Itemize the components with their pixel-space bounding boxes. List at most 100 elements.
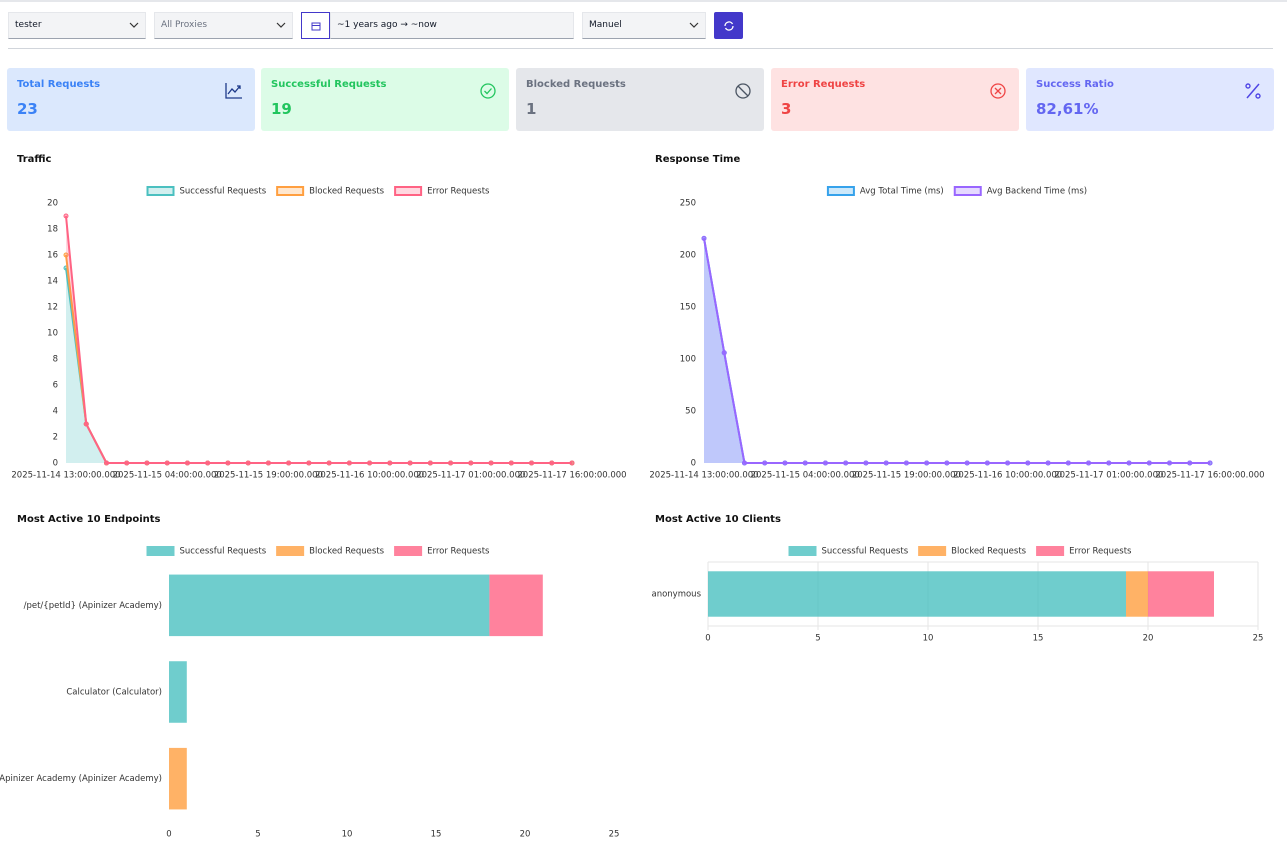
legend-label: Error Requests (1069, 547, 1132, 557)
point (225, 460, 231, 466)
chevron (276, 22, 286, 28)
y-tick-label: 200 (680, 251, 696, 261)
user-select[interactable]: tester (8, 12, 146, 39)
area (66, 268, 572, 463)
chart-title: Response Time (655, 154, 740, 165)
y-tick-label: 0 (691, 459, 696, 469)
legend-swatch (146, 186, 175, 196)
x-tick-label: 25 (609, 830, 620, 840)
y-tick-label: Apinizer Academy (Apinizer Academy) (0, 774, 162, 784)
line (65, 215, 572, 464)
x-tick-label: 2025-11-15 19:00:00.000 (852, 471, 961, 481)
y-tick-label: 16 (47, 251, 58, 261)
stat-card: Successful Requests 19 (261, 68, 509, 131)
x-tick-label: 15 (431, 830, 442, 840)
x-tick-label: 2025-11-16 10:00:00.000 (953, 471, 1062, 481)
y-tick-label: 4 (53, 407, 58, 417)
x-tick-label: 2025-11-15 19:00:00.000 (214, 471, 323, 481)
point (468, 460, 474, 466)
point (529, 460, 535, 466)
legend-item: Blocked Requests (918, 546, 1027, 557)
line (703, 238, 1210, 464)
point (205, 460, 211, 466)
legend-item: Avg Backend Time (ms) (953, 186, 1087, 197)
y-tick-label: 20 (47, 199, 58, 209)
legend-item: Successful Requests (146, 186, 267, 197)
legend-label: Blocked Requests (951, 547, 1027, 557)
y-tick-label: 6 (53, 381, 58, 391)
x-tick-label: 5 (815, 634, 820, 644)
legend: Avg Total Time (ms) Avg Backend Time (ms) (826, 186, 1087, 197)
point (265, 460, 271, 466)
card-value: 19 (271, 100, 292, 118)
card-icon (990, 83, 1006, 99)
x-tick-label: 2025-11-15 04:00:00.000 (113, 471, 222, 481)
calendar-button[interactable] (301, 12, 330, 39)
card-value: 82,61% (1036, 100, 1099, 118)
x-tick-label: 20 (520, 830, 531, 840)
stat-card: Blocked Requests 1 (516, 68, 764, 131)
bar (1126, 571, 1148, 617)
point (984, 460, 990, 466)
chart-title: Traffic (17, 154, 52, 165)
x-tick-label: 2025-11-17 16:00:00.000 (517, 471, 626, 481)
legend-swatch (918, 546, 947, 556)
y-tick-label: 50 (685, 407, 696, 417)
mode-select[interactable]: Manuel (582, 12, 706, 39)
point (1146, 460, 1152, 466)
point (103, 460, 109, 466)
range-value: ~1 years ago → ~now (337, 20, 437, 30)
line (65, 254, 572, 464)
point (184, 460, 190, 466)
point (286, 460, 292, 466)
legend-label: Successful Requests (822, 547, 909, 557)
separator (8, 48, 1273, 49)
legend: Successful Requests Blocked Requests Error… (146, 186, 490, 197)
point (508, 460, 514, 466)
point (1025, 460, 1031, 466)
proxy-select[interactable]: All Proxies (154, 12, 293, 39)
legend-item: Avg Total Time (ms) (826, 186, 944, 197)
point (1126, 460, 1132, 466)
point (903, 460, 909, 466)
point (387, 460, 393, 466)
point (1106, 460, 1112, 466)
x-tick-label: 2025-11-14 13:00:00.000 (649, 471, 758, 481)
x-tick-label: 10 (923, 634, 934, 644)
legend-swatch (276, 186, 305, 196)
x-tick-label: 2025-11-16 10:00:00.000 (315, 471, 424, 481)
stat-card: Success Ratio 82,61% (1026, 68, 1274, 131)
legend-swatch (394, 546, 423, 556)
bar (169, 574, 490, 637)
y-tick-label: 8 (53, 355, 58, 365)
point (427, 460, 433, 466)
chart-title: Most Active 10 Endpoints (17, 514, 161, 525)
legend-label: Avg Backend Time (ms) (987, 187, 1087, 197)
card-title: Blocked Requests (526, 79, 626, 90)
point (144, 460, 150, 466)
area (66, 216, 572, 463)
legend-item: Successful Requests (788, 546, 909, 557)
refresh-button[interactable] (714, 12, 743, 39)
refresh-icon (724, 21, 734, 31)
y-tick-label: 250 (680, 199, 696, 209)
mode-value: Manuel (589, 20, 622, 30)
x-tick-label: 5 (255, 830, 260, 840)
point (164, 460, 170, 466)
point (701, 235, 707, 241)
point (782, 460, 788, 466)
legend-swatch (276, 546, 305, 556)
bar (708, 571, 1126, 617)
card-value: 3 (781, 100, 792, 118)
point (721, 350, 727, 356)
legend-item: Error Requests (1036, 546, 1132, 557)
legend-swatch (394, 186, 423, 196)
legend-label: Error Requests (427, 187, 490, 197)
legend-swatch (788, 546, 817, 556)
y-tick-label: /pet/{petId} (Apinizer Academy) (24, 601, 162, 611)
range-input[interactable]: ~1 years ago → ~now (330, 12, 574, 39)
area (66, 255, 572, 463)
legend-label: Blocked Requests (309, 187, 385, 197)
